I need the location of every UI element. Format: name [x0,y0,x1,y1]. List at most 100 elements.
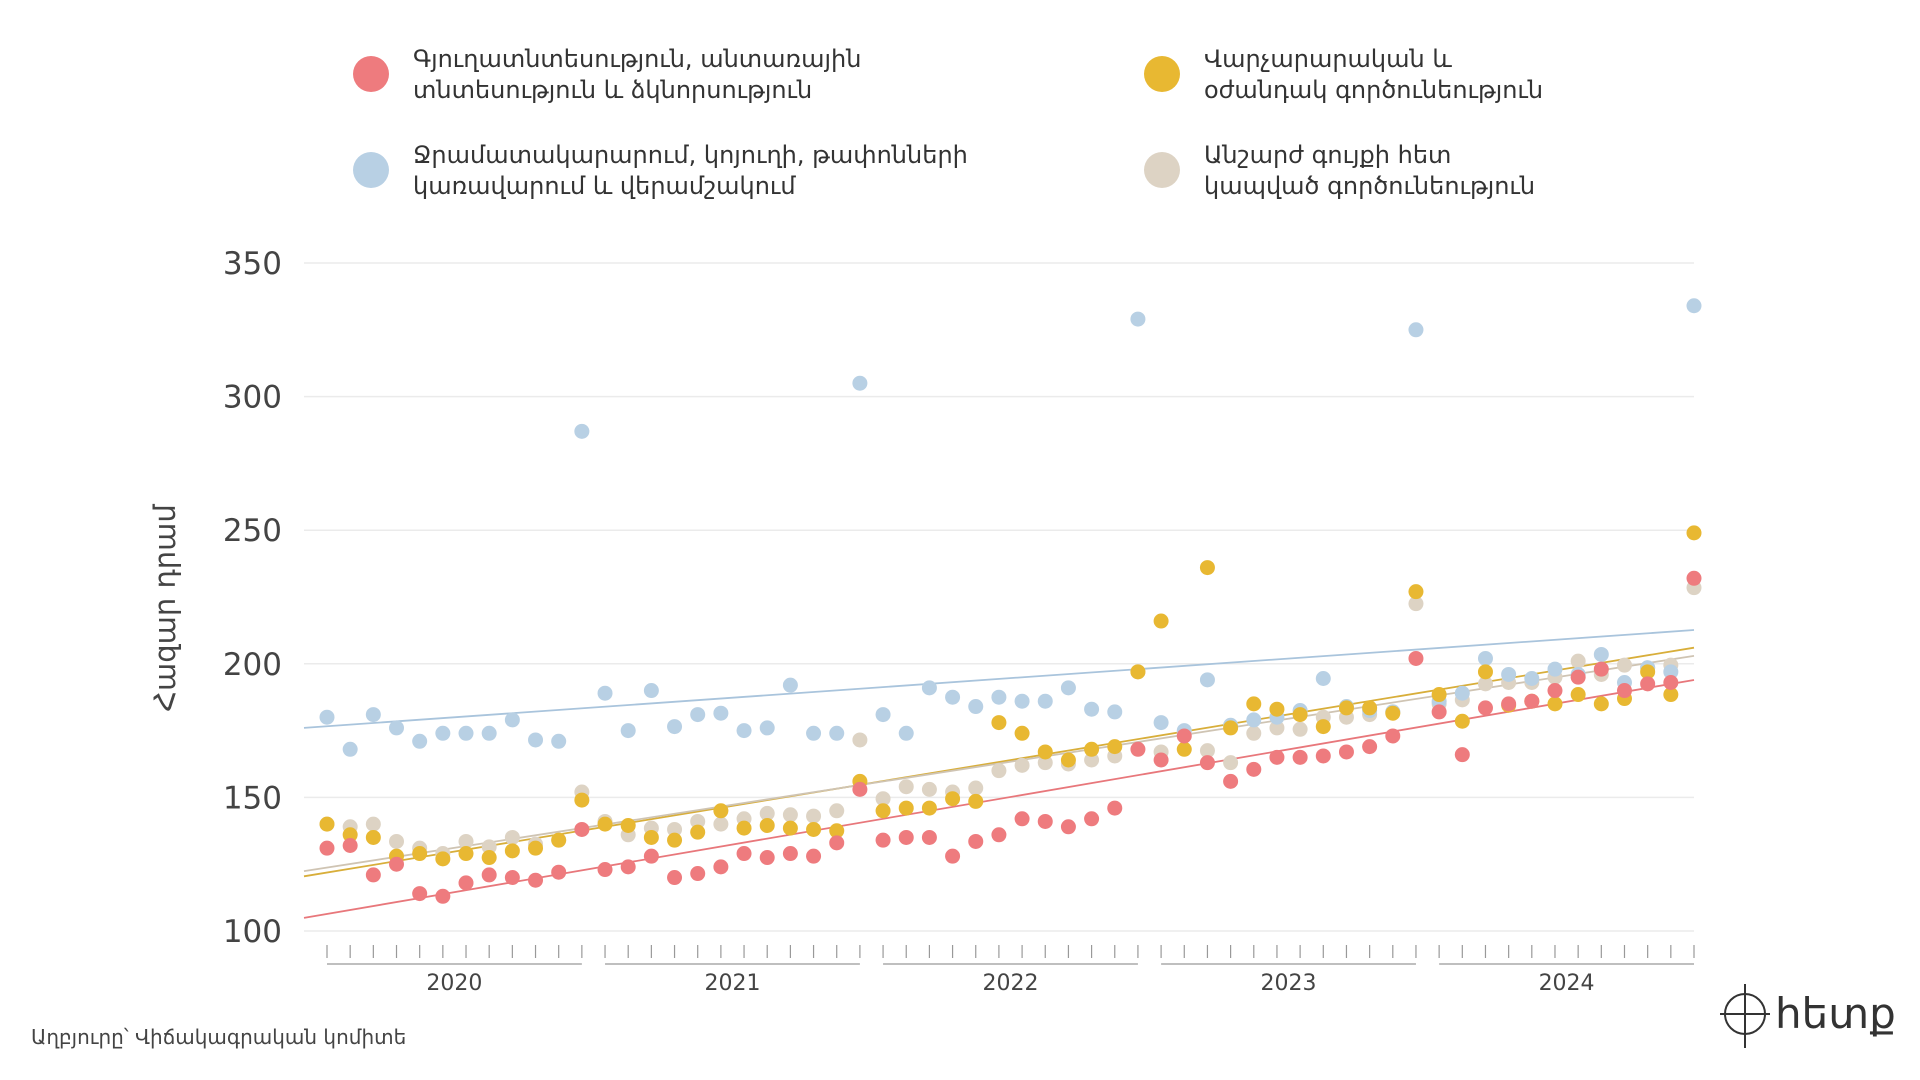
point [1084,752,1100,768]
point [1640,664,1656,680]
point [759,850,775,866]
point [759,805,775,821]
point [597,685,613,701]
point [620,723,636,739]
point [806,808,822,824]
point [782,846,798,862]
point [690,866,706,882]
legend-swatch [353,152,389,188]
point [1130,311,1146,327]
point [991,689,1007,705]
point [1570,669,1586,685]
legend-swatch [1144,152,1180,188]
x-group-label: 2020 [426,971,482,996]
point [921,680,937,696]
point [1686,298,1702,314]
point [1037,693,1053,709]
point [898,829,914,845]
legend-label: Վարչարարական և օժանդակ գործունեություն [1204,45,1544,104]
point [736,723,752,739]
point [1153,715,1169,731]
point [1014,725,1030,741]
point [736,820,752,836]
point [1640,676,1656,692]
point [1547,683,1563,699]
point [1663,664,1679,680]
point [875,707,891,723]
point [643,829,659,845]
point [991,827,1007,843]
point [1524,693,1540,709]
point [667,719,683,735]
point [921,800,937,816]
point [1199,743,1215,759]
point [1570,687,1586,703]
y-tick-label: 200 [223,647,282,683]
point [667,832,683,848]
legend-label: Գյուղատնտեսություն, անտառային տնտեսությո… [413,45,862,104]
point [620,859,636,875]
point [690,707,706,723]
point [1269,749,1285,765]
point [1686,570,1702,586]
point [458,725,474,741]
point [1616,657,1632,673]
point [1292,721,1308,737]
point [1315,748,1331,764]
point [713,803,729,819]
logo: հետք [1775,989,1896,1038]
point [898,725,914,741]
point [551,864,567,880]
point [1223,720,1239,736]
point [435,851,451,867]
x-group-label: 2021 [704,971,760,996]
point [365,867,381,883]
point [782,820,798,836]
point [1060,680,1076,696]
point [1385,728,1401,744]
point [713,816,729,832]
point [782,807,798,823]
point [1014,811,1030,827]
point [945,848,961,864]
point [1663,687,1679,703]
point [1084,741,1100,757]
point [875,803,891,819]
point [1431,704,1447,720]
point [1663,675,1679,691]
point [1616,683,1632,699]
point [690,824,706,840]
point [551,832,567,848]
point [435,888,451,904]
point [504,712,520,728]
point [481,725,497,741]
point [667,870,683,886]
point [1269,701,1285,717]
point [574,792,590,808]
point [968,833,984,849]
point [597,862,613,878]
point [852,375,868,391]
point [1014,757,1030,773]
point [1547,661,1563,677]
point [921,829,937,845]
point [412,886,428,902]
point [365,829,381,845]
point [1408,584,1424,600]
point [412,733,428,749]
point [1014,693,1030,709]
point [690,813,706,829]
point [898,779,914,795]
point [852,781,868,797]
point [365,707,381,723]
point [342,837,358,853]
point [342,827,358,843]
point [1084,701,1100,717]
point [1315,719,1331,735]
point [1246,696,1262,712]
y-tick-label: 350 [223,246,282,282]
point [1477,650,1493,666]
point [968,793,984,809]
point [342,741,358,757]
legend-label: Ջրամատակարարում, կոյուղի, թափոնների կառա… [413,141,968,200]
